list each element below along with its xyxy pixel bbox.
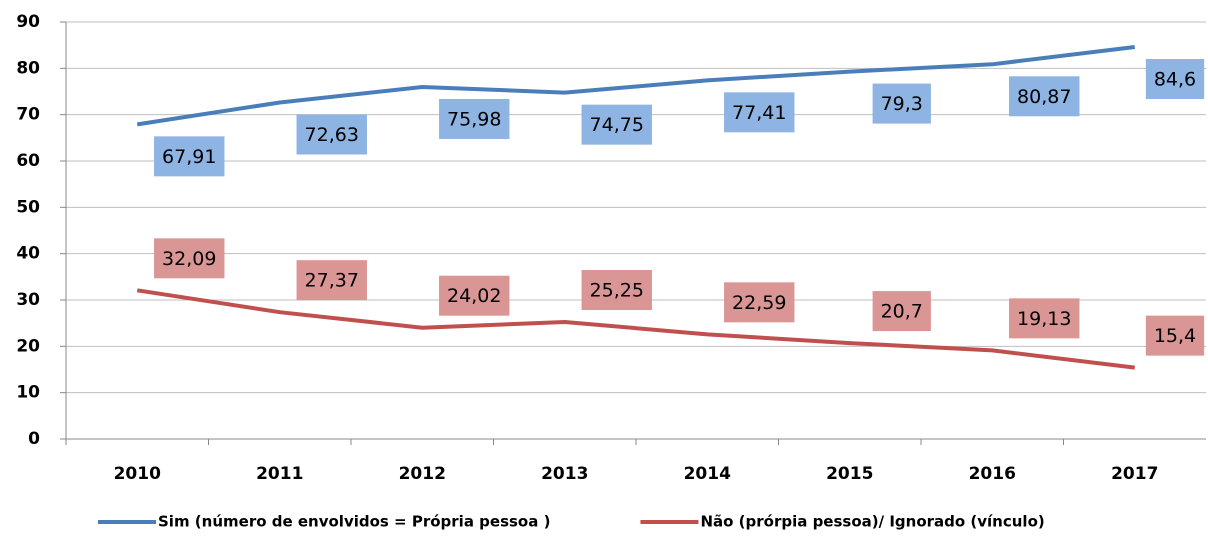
y-tick-label: 60: [16, 151, 40, 171]
series-line: [136, 288, 1135, 370]
x-tick-label: 2013: [541, 464, 588, 484]
y-tick-label: 70: [16, 105, 40, 125]
data-label: 24,02: [439, 275, 510, 316]
data-label-text: 15,4: [1154, 325, 1196, 347]
data-label-text: 24,02: [447, 285, 501, 307]
data-label: 84,6: [1145, 59, 1205, 100]
x-tick-label: 2017: [1111, 464, 1158, 484]
data-label-text: 75,98: [447, 108, 501, 130]
y-tick-label: 90: [16, 12, 40, 32]
data-label-box: [1009, 76, 1080, 117]
data-label-box: [154, 238, 225, 279]
data-label-text: 67,91: [162, 146, 216, 168]
data-label: 19,13: [1009, 298, 1080, 339]
data-label: 79,3: [872, 83, 931, 124]
data-label: 32,09: [154, 238, 225, 279]
x-tick-label: 2011: [256, 464, 303, 484]
data-label-box: [296, 114, 367, 155]
x-tick-label: 2010: [114, 464, 161, 484]
x-tick-label: 2012: [399, 464, 446, 484]
data-label-text: 77,41: [732, 102, 786, 124]
data-label-box: [724, 92, 795, 133]
data-label-box: [1145, 315, 1205, 356]
series-line: [136, 45, 1135, 127]
data-label: 77,41: [724, 92, 795, 133]
data-label-text: 74,75: [590, 114, 644, 136]
y-tick-label: 20: [16, 336, 40, 356]
data-label-text: 72,63: [305, 124, 359, 146]
x-tick-label: 2015: [826, 464, 873, 484]
data-label-text: 84,6: [1154, 69, 1196, 91]
data-label-text: 19,13: [1017, 308, 1071, 330]
data-label-text: 25,25: [590, 280, 644, 302]
data-label-text: 22,59: [732, 292, 786, 314]
data-label-box: [581, 104, 652, 145]
data-label-box: [296, 260, 367, 301]
y-tick-label: 10: [16, 383, 40, 403]
data-label: 25,25: [581, 270, 652, 311]
data-label-text: 27,37: [305, 270, 359, 292]
legend-label: Sim (número de envolvidos = Própria pess…: [158, 513, 550, 531]
data-label-box: [872, 83, 931, 124]
data-label-box: [724, 282, 795, 323]
data-label: 27,37: [296, 260, 367, 301]
y-tick-label: 40: [16, 244, 40, 264]
data-label-box: [439, 98, 510, 139]
data-label: 75,98: [439, 98, 510, 139]
data-label-text: 79,3: [881, 93, 923, 115]
data-label-box: [1145, 59, 1205, 100]
y-tick-label: 0: [28, 429, 40, 449]
legend-label: Não (prórpia pessoa)/ Ignorado (vínculo): [700, 513, 1044, 531]
data-label-text: 80,87: [1017, 86, 1071, 108]
data-label: 15,4: [1145, 315, 1205, 356]
data-label-box: [581, 270, 652, 311]
data-label-box: [1009, 298, 1080, 339]
data-label: 80,87: [1009, 76, 1080, 117]
y-tick-label: 30: [16, 290, 40, 310]
data-label: 20,7: [872, 291, 931, 332]
data-label-box: [872, 291, 931, 332]
x-tick-label: 2014: [684, 464, 731, 484]
data-label-box: [439, 275, 510, 316]
data-label: 74,75: [581, 104, 652, 145]
data-label: 72,63: [296, 114, 367, 155]
data-label-box: [154, 136, 225, 177]
y-tick-label: 80: [16, 58, 40, 78]
data-label: 67,91: [154, 136, 225, 177]
data-label-text: 32,09: [162, 248, 216, 270]
data-label: 22,59: [724, 282, 795, 323]
data-label-text: 20,7: [881, 301, 923, 323]
x-tick-label: 2016: [969, 464, 1016, 484]
y-tick-label: 50: [16, 197, 40, 217]
